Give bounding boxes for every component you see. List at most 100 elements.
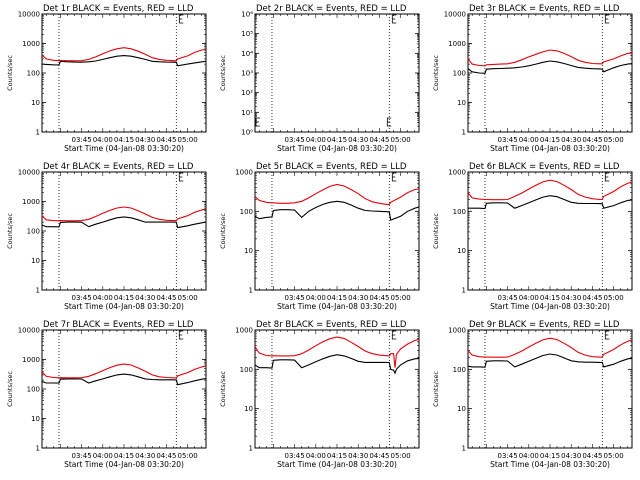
x-tick-label: 05:00 — [178, 452, 198, 460]
y-tick-label: 100 — [240, 366, 253, 374]
marker-bracket — [391, 14, 397, 24]
y-tick-label: 1000 — [235, 169, 253, 177]
y-tick-label: 1 — [36, 445, 40, 453]
y-tick-label: 100 — [27, 228, 40, 236]
y-axis-label: Counts/sec — [219, 55, 227, 91]
series-events-line — [254, 354, 420, 375]
y-tick-label: 10 — [31, 415, 40, 423]
marker-bracket — [178, 330, 184, 340]
chart-panel-det-5r: Det 5r BLACK = Events, RED = LLD 1 10 100 10… — [219, 162, 420, 311]
y-tick-label: 1000 — [448, 40, 466, 48]
y-tick-label: 10³ — [241, 70, 253, 78]
y-tick-label: 1 — [462, 287, 466, 295]
x-tick-label: 03:45 — [284, 294, 304, 302]
x-axis-label: Start Time (04-Jan-08 03:30:20) — [277, 460, 397, 469]
series-lld-line — [467, 179, 633, 201]
series-lld-line — [41, 363, 207, 379]
chart-title: Det 9r BLACK = Events, RED = LLD — [469, 320, 620, 330]
x-axis-label: Start Time (04-Jan-08 03:30:20) — [490, 144, 610, 153]
chart-panel-det-7r: Det 7r BLACK = Events, RED = LLD 1 10 100 10… — [6, 320, 207, 469]
chart-panel-det-1r: Det 1r BLACK = Events, RED = LLD 1 10 100 10… — [6, 4, 207, 153]
series-lld-line — [467, 49, 633, 67]
x-tick-label: 03:45 — [497, 294, 517, 302]
x-tick-label: 04:15 — [540, 452, 560, 460]
chart-title: Det 1r BLACK = Events, RED = LLD — [43, 4, 194, 14]
y-tick-label: 10 — [457, 99, 466, 107]
x-tick-label: 04:15 — [327, 136, 347, 144]
x-tick-label: 04:30 — [135, 136, 155, 144]
y-tick-label: 100 — [240, 208, 253, 216]
y-tick-label: 10 — [31, 99, 40, 107]
series-events-line — [468, 195, 633, 210]
x-tick-label: 04:15 — [540, 294, 560, 302]
y-axis-label: Counts/sec — [432, 371, 440, 407]
y-tick-label: 1 — [36, 129, 40, 137]
x-tick-label: 04:00 — [93, 294, 113, 302]
chart-panel-det-2r: Det 2r BLACK = Events, RED = LLD 10⁰ 10¹ 10… — [219, 4, 420, 153]
x-tick-label: 04:45 — [156, 136, 176, 144]
chart-title: Det 3r BLACK = Events, RED = LLD — [469, 4, 620, 14]
x-tick-label: 05:00 — [604, 452, 624, 460]
y-tick-label: 10000 — [18, 11, 40, 19]
x-axis-label: Start Time (04-Jan-08 03:30:20) — [64, 302, 184, 311]
x-tick-label: 04:45 — [156, 294, 176, 302]
x-tick-label: 04:00 — [93, 452, 113, 460]
y-tick-label: 1 — [462, 129, 466, 137]
y-tick-label: 10000 — [18, 327, 40, 335]
x-tick-label: 04:00 — [519, 452, 539, 460]
chart-panel-det-3r: Det 3r BLACK = Events, RED = LLD 1 10 100 10… — [432, 4, 633, 153]
y-tick-label: 100 — [453, 70, 466, 78]
marker-bracket — [604, 330, 610, 340]
x-tick-label: 04:45 — [369, 136, 389, 144]
x-axis-label: Start Time (04-Jan-08 03:30:20) — [64, 144, 184, 153]
y-axis-label: Counts/sec — [219, 213, 227, 249]
x-tick-label: 04:00 — [519, 294, 539, 302]
marker-bracket — [391, 172, 397, 182]
y-tick-label: 100 — [453, 208, 466, 216]
x-tick-label: 03:45 — [497, 136, 517, 144]
y-tick-label: 10 — [457, 247, 466, 255]
y-tick-label: 1 — [249, 445, 253, 453]
y-tick-label: 10⁴ — [241, 50, 253, 58]
y-axis-label: Counts/sec — [219, 371, 227, 407]
y-tick-label: 10² — [241, 89, 253, 97]
marker-bracket — [255, 117, 260, 127]
chart-title: Det 6r BLACK = Events, RED = LLD — [469, 162, 620, 172]
x-tick-label: 05:00 — [604, 136, 624, 144]
marker-bracket — [604, 172, 610, 182]
series-lld-line — [467, 337, 633, 358]
chart-title: Det 2r BLACK = Events, RED = LLD — [256, 4, 407, 14]
y-tick-label: 100 — [453, 366, 466, 374]
x-tick-label: 04:15 — [114, 452, 134, 460]
y-tick-label: 10000 — [18, 169, 40, 177]
series-events-line — [41, 216, 207, 229]
x-tick-label: 03:45 — [71, 452, 91, 460]
x-tick-label: 05:00 — [604, 294, 624, 302]
x-tick-label: 04:30 — [561, 294, 581, 302]
x-tick-label: 03:45 — [497, 452, 517, 460]
chart-title: Det 4r BLACK = Events, RED = LLD — [43, 162, 194, 172]
y-tick-label: 10 — [244, 247, 253, 255]
x-tick-label: 03:45 — [284, 136, 304, 144]
y-tick-label: 10¹ — [241, 109, 253, 117]
x-tick-label: 04:30 — [348, 452, 368, 460]
x-tick-label: 04:30 — [348, 294, 368, 302]
y-axis-label: Counts/sec — [6, 371, 14, 407]
x-tick-label: 04:45 — [369, 452, 389, 460]
x-tick-label: 04:45 — [582, 294, 602, 302]
chart-panel-det-8r: Det 8r BLACK = Events, RED = LLD 1 10 100 10… — [219, 320, 420, 469]
y-tick-label: 10 — [457, 405, 466, 413]
x-tick-label: 04:30 — [561, 136, 581, 144]
x-tick-label: 04:15 — [327, 452, 347, 460]
y-axis-label: Counts/sec — [432, 55, 440, 91]
y-axis-label: Counts/sec — [6, 55, 14, 91]
chart-title: Det 8r BLACK = Events, RED = LLD — [256, 320, 407, 330]
y-tick-label: 10⁵ — [241, 30, 253, 38]
y-tick-label: 1000 — [22, 198, 40, 206]
x-tick-label: 04:15 — [114, 136, 134, 144]
chart-panel-det-6r: Det 6r BLACK = Events, RED = LLD 1 10 100 10… — [432, 162, 633, 311]
x-tick-label: 04:30 — [135, 294, 155, 302]
y-tick-label: 10⁶ — [241, 11, 253, 19]
marker-bracket — [178, 14, 184, 24]
